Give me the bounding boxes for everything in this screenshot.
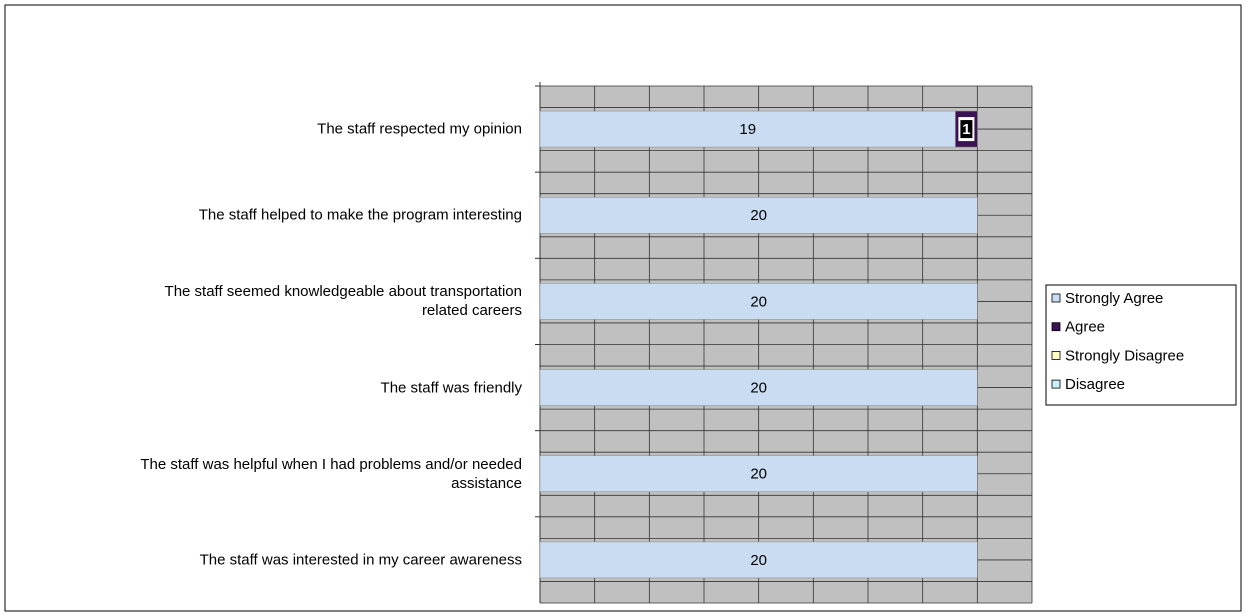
bar-segment	[539, 455, 978, 492]
legend-label: Disagree	[1065, 376, 1125, 393]
legend-label: Strongly Disagree	[1065, 347, 1184, 364]
legend-label: Strongly Agree	[1065, 290, 1163, 307]
legend-swatch	[1051, 322, 1061, 332]
data-label: 20	[750, 207, 767, 224]
y-tick-label: The staff was friendly	[380, 379, 522, 397]
legend-label: Agree	[1065, 319, 1105, 336]
data-label: 19	[739, 121, 756, 138]
data-label-box	[960, 120, 973, 139]
data-label: 20	[750, 380, 767, 397]
bar-segment	[539, 110, 956, 148]
y-tick-label: The staff helped to make the program int…	[198, 206, 522, 224]
bar-segment	[539, 283, 978, 320]
data-label: 1	[962, 121, 970, 138]
bar-segment	[539, 541, 978, 579]
bar-segment	[539, 197, 978, 234]
y-tick-label: The staff was interested in my career aw…	[199, 551, 522, 569]
data-label: 20	[750, 293, 767, 310]
y-tick-label: The staff respected my opinion	[317, 120, 522, 138]
legend-swatch	[1051, 293, 1061, 303]
data-label: 20	[750, 466, 767, 483]
bar-segment	[539, 369, 978, 406]
data-label: 20	[750, 552, 767, 569]
legend-box	[1045, 284, 1237, 406]
legend-swatch	[1051, 379, 1061, 389]
legend-swatch	[1051, 350, 1061, 360]
y-tick-label: The staff seemed knowledgeable about tra…	[164, 283, 522, 320]
y-tick-label: The staff was helpful when I had problem…	[140, 455, 522, 492]
